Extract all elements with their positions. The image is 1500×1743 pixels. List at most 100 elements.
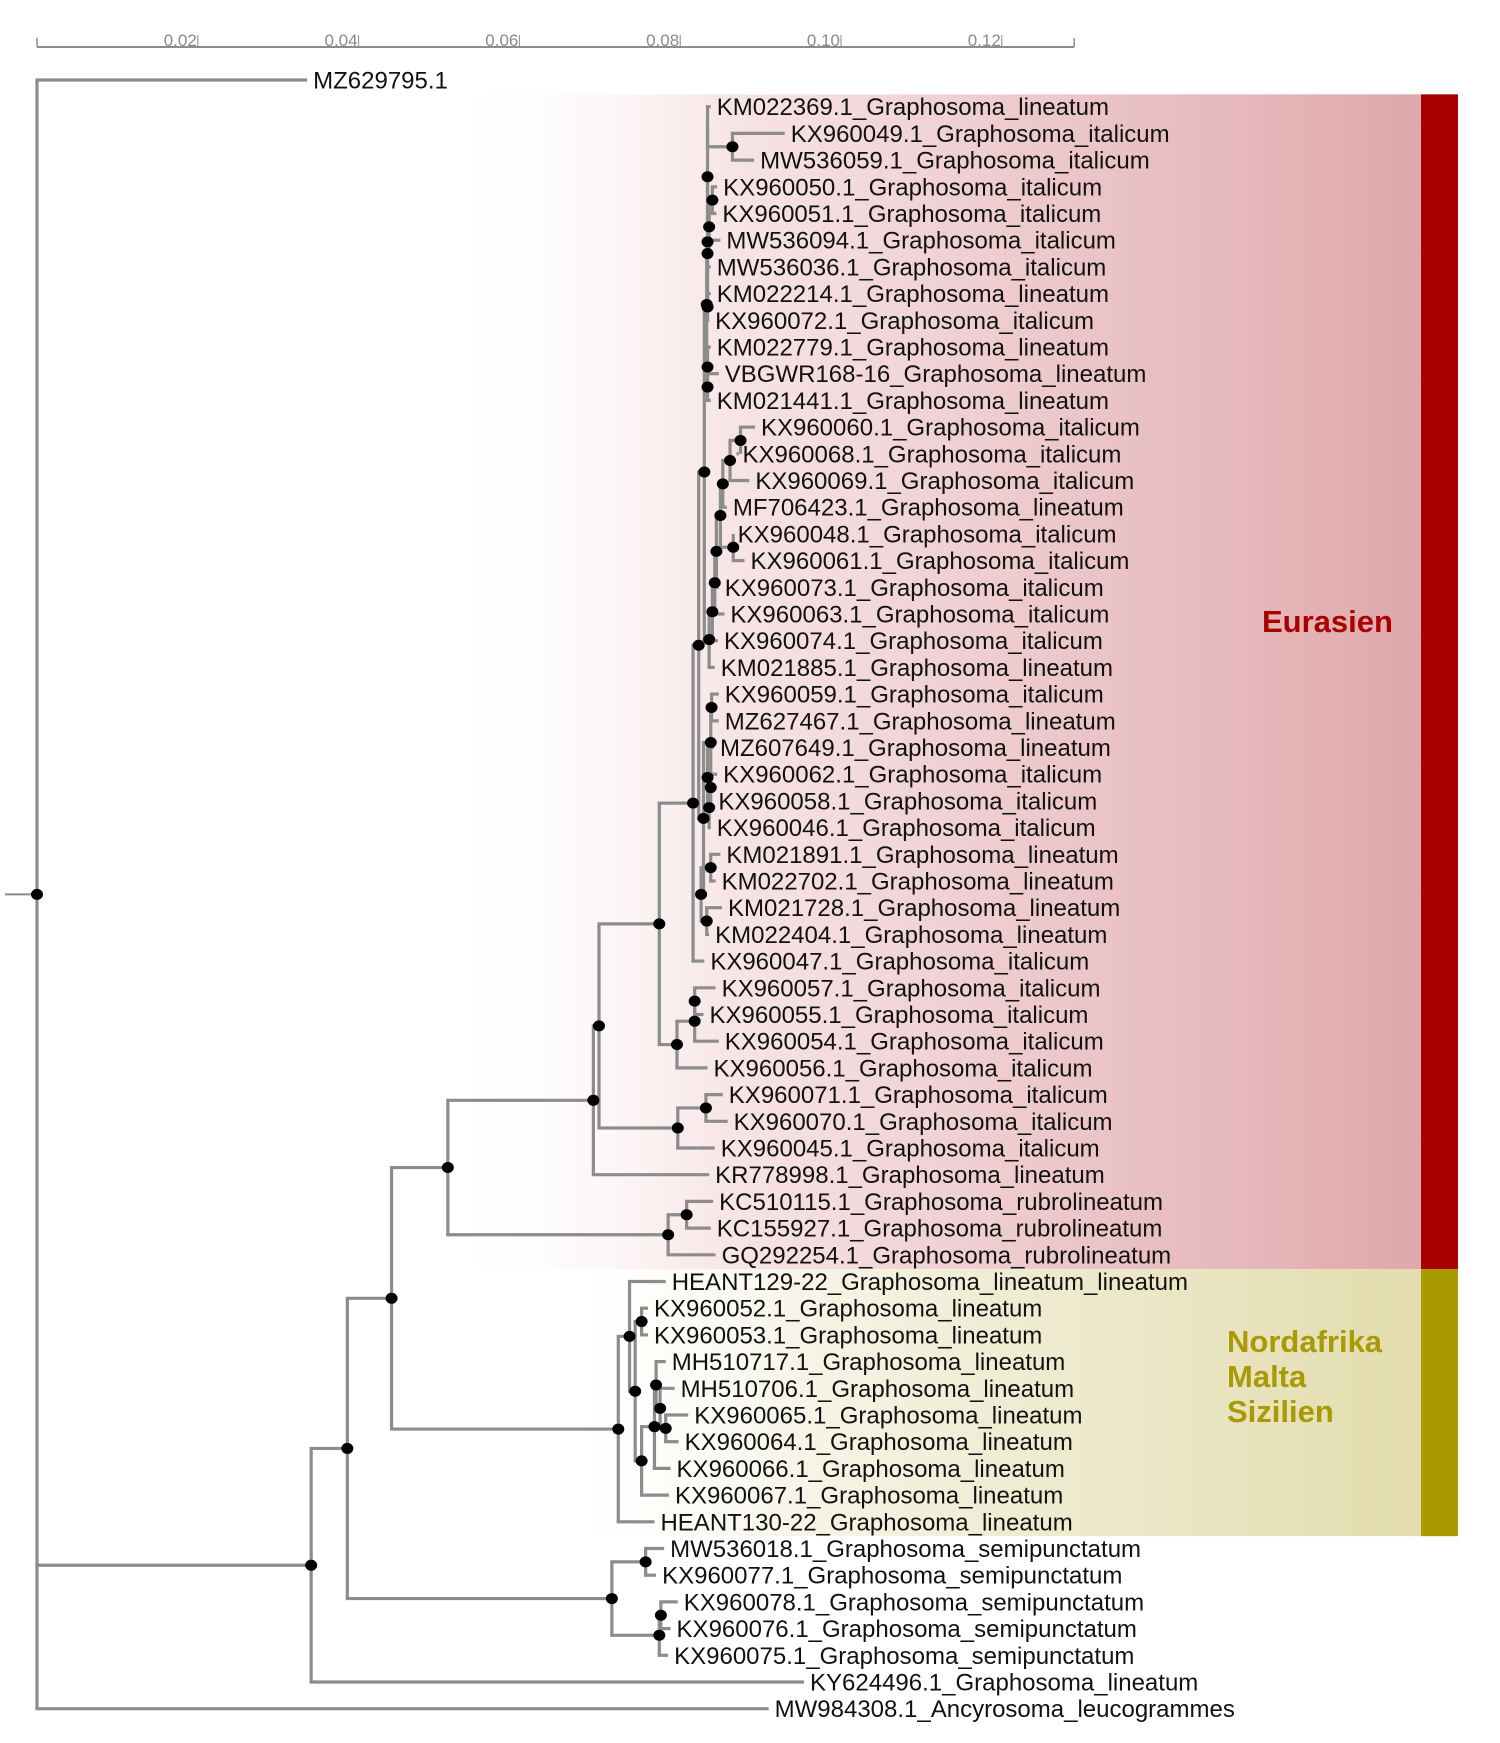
- tip-label: KM022369.1_Graphosoma_lineatum: [717, 94, 1109, 121]
- scale-axis: 0.02 0.04 0.06 0.08 0.10 0.12: [36, 31, 1075, 50]
- tip-label: MZ629795.1: [313, 68, 448, 95]
- support-node: [680, 1209, 693, 1221]
- tip-label: VBGWR168-16_Graphosoma_lineatum: [725, 361, 1147, 388]
- tip-label: KX960073.1_Graphosoma_italicum: [725, 575, 1104, 602]
- tip-label: KX960069.1_Graphosoma_italicum: [755, 468, 1134, 495]
- support-node: [441, 1162, 454, 1174]
- tip-label: KM021891.1_Graphosoma_lineatum: [726, 842, 1118, 869]
- support-node: [629, 1385, 642, 1397]
- tip-label: KM022214.1_Graphosoma_lineatum: [717, 281, 1109, 308]
- tip-label: KX960060.1_Graphosoma_italicum: [761, 415, 1140, 442]
- support-node: [704, 782, 717, 794]
- tip-label: KX960056.1_Graphosoma_italicum: [714, 1055, 1093, 1082]
- axis-tick-label: 0.12: [968, 31, 1001, 50]
- support-node: [688, 1015, 701, 1027]
- tip-label: MW536036.1_Graphosoma_italicum: [717, 254, 1107, 281]
- tip-label: KX960053.1_Graphosoma_lineatum: [654, 1322, 1042, 1349]
- tip-label: KX960050.1_Graphosoma_italicum: [723, 174, 1102, 201]
- support-node: [659, 1422, 672, 1434]
- axis-tick-label: 0.10: [807, 31, 840, 50]
- tip-label: KX960072.1_Graphosoma_italicum: [715, 308, 1094, 335]
- tip-label: KX960062.1_Graphosoma_italicum: [723, 762, 1102, 789]
- support-node: [341, 1442, 354, 1454]
- region-background-africa: [540, 1269, 1421, 1537]
- support-node: [734, 434, 747, 446]
- support-node: [704, 736, 717, 748]
- support-node: [700, 915, 713, 927]
- support-node: [716, 478, 729, 490]
- support-node: [305, 1559, 318, 1571]
- tip-label: KM022779.1_Graphosoma_lineatum: [717, 335, 1109, 362]
- tip-label: KM022702.1_Graphosoma_lineatum: [722, 869, 1114, 896]
- tip-label: MH510717.1_Graphosoma_lineatum: [672, 1349, 1066, 1376]
- axis-tick-label: 0.08: [646, 31, 679, 50]
- tip-label: KX960046.1_Graphosoma_italicum: [717, 815, 1096, 842]
- tip-label: KM021885.1_Graphosoma_lineatum: [721, 655, 1113, 682]
- tip-label: KY624496.1_Graphosoma_lineatum: [810, 1670, 1198, 1697]
- tip-label: KM022404.1_Graphosoma_lineatum: [715, 922, 1107, 949]
- support-node: [705, 701, 718, 713]
- region-highlights: [440, 94, 1458, 1537]
- support-node: [701, 361, 714, 373]
- support-node: [700, 298, 713, 310]
- region-background-eurasia: [440, 94, 1421, 1270]
- tip-label: KM021441.1_Graphosoma_lineatum: [717, 388, 1109, 415]
- tip-label: KC510115.1_Graphosoma_rubrolineatum: [719, 1189, 1163, 1216]
- support-nodes: [31, 141, 747, 1641]
- tip-label: GQ292254.1_Graphosoma_rubrolineatum: [722, 1242, 1172, 1269]
- support-node: [385, 1292, 398, 1304]
- support-node: [692, 639, 705, 651]
- support-node: [587, 1094, 600, 1106]
- tip-label: KX960058.1_Graphosoma_italicum: [718, 788, 1097, 815]
- tip-label: KX960055.1_Graphosoma_italicum: [710, 1002, 1089, 1029]
- support-node: [706, 194, 719, 206]
- axis-tick-label: 0.04: [325, 31, 358, 50]
- support-node: [623, 1330, 636, 1342]
- tip-label: MZ607649.1_Graphosoma_lineatum: [720, 735, 1111, 762]
- tip-label: KX960067.1_Graphosoma_lineatum: [675, 1483, 1063, 1510]
- tip-label: KX960065.1_Graphosoma_lineatum: [694, 1403, 1082, 1430]
- support-node: [648, 1421, 661, 1433]
- support-node: [697, 812, 710, 824]
- support-node: [701, 236, 714, 248]
- support-node: [650, 1379, 663, 1391]
- tip-label: KM021728.1_Graphosoma_lineatum: [728, 895, 1120, 922]
- region-bar-eurasia: [1421, 94, 1458, 1270]
- support-node: [654, 1402, 667, 1414]
- support-node: [687, 797, 700, 809]
- tip-label: MW984308.1_Ancyrosoma_leucogrammes: [775, 1696, 1235, 1723]
- axis-tick-label: 0.06: [485, 31, 518, 50]
- tip-label: KX960070.1_Graphosoma_italicum: [734, 1109, 1113, 1136]
- tip-label: MF706423.1_Graphosoma_lineatum: [733, 495, 1124, 522]
- support-node: [726, 141, 739, 153]
- tip-label: KX960075.1_Graphosoma_semipunctatum: [674, 1643, 1134, 1670]
- support-node: [703, 221, 716, 233]
- support-node: [703, 802, 716, 814]
- support-node: [727, 541, 740, 553]
- support-node: [671, 1122, 684, 1134]
- tip-label: MH510706.1_Graphosoma_lineatum: [681, 1376, 1075, 1403]
- support-node: [635, 1316, 648, 1328]
- support-node: [31, 888, 43, 900]
- tip-label: KX960057.1_Graphosoma_italicum: [722, 975, 1101, 1002]
- support-node: [688, 995, 701, 1007]
- support-node: [703, 634, 716, 646]
- support-node: [701, 248, 714, 260]
- support-node: [635, 1455, 648, 1467]
- support-node: [698, 466, 711, 478]
- tip-label: KX960048.1_Graphosoma_italicum: [738, 521, 1117, 548]
- support-node: [706, 606, 719, 618]
- tip-label: KX960068.1_Graphosoma_italicum: [742, 441, 1121, 468]
- support-node: [670, 1039, 683, 1051]
- tip-label: KX960063.1_Graphosoma_italicum: [730, 602, 1109, 629]
- tip-label: HEANT130-22_Graphosoma_lineatum: [660, 1509, 1072, 1536]
- region-label-africa: Malta: [1227, 1359, 1307, 1394]
- support-node: [701, 772, 714, 784]
- support-node: [662, 1229, 675, 1241]
- tip-label: KX960076.1_Graphosoma_semipunctatum: [677, 1616, 1137, 1643]
- tip-label: KX960051.1_Graphosoma_italicum: [722, 201, 1101, 228]
- tip-label: KX960052.1_Graphosoma_lineatum: [654, 1296, 1042, 1323]
- tip-label: KX960059.1_Graphosoma_italicum: [725, 682, 1104, 709]
- axis-tick-label: 0.02: [164, 31, 197, 50]
